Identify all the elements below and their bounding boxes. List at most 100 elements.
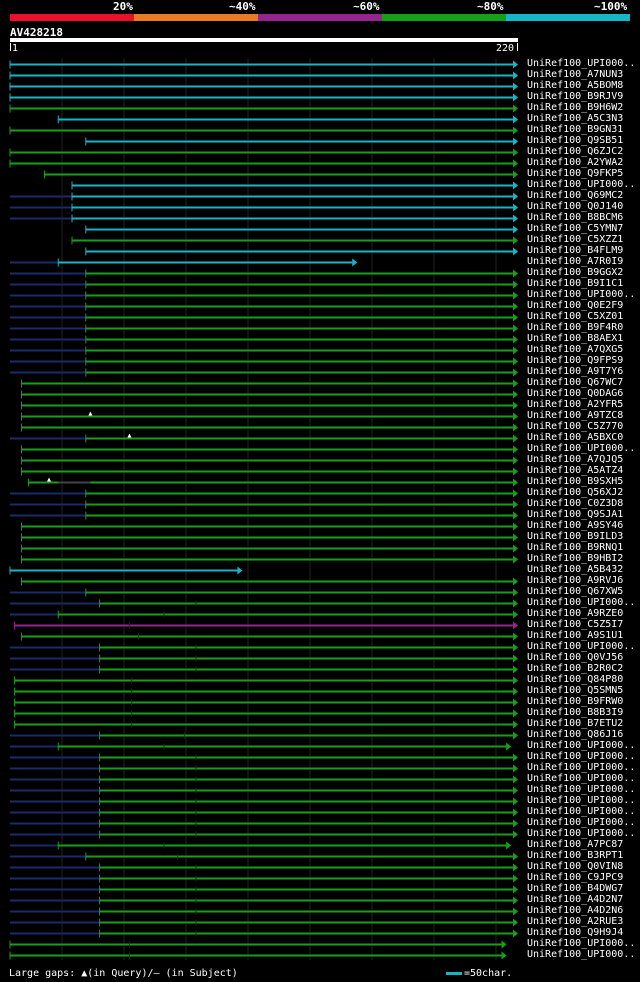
- hit-label[interactable]: UniRef100_A5ATZ4: [527, 465, 624, 476]
- hit-end-arrow: [513, 456, 518, 465]
- hit-label[interactable]: UniRef100_A2YWA2: [527, 157, 624, 168]
- hit-label[interactable]: UniRef100_Q67XW5: [527, 586, 624, 597]
- hit-label[interactable]: UniRef100_Q86J16: [527, 729, 624, 740]
- hit-label[interactable]: UniRef100_UPI000..: [527, 179, 636, 190]
- hit-label[interactable]: UniRef100_Q9FPS9: [527, 355, 624, 366]
- hit-label[interactable]: UniRef100_Q67WC7: [527, 377, 624, 388]
- hit-label[interactable]: UniRef100_B7ETU2: [527, 718, 624, 729]
- hit-label[interactable]: UniRef100_B9I1C1: [527, 278, 624, 289]
- hit-label[interactable]: UniRef100_B9HBI2: [527, 553, 624, 564]
- hit-label[interactable]: UniRef100_Q5SMN5: [527, 685, 624, 696]
- hit-label[interactable]: UniRef100_Q0E2F9: [527, 300, 624, 311]
- hit-end-arrow: [513, 489, 518, 498]
- hit-label[interactable]: UniRef100_B9ILD3: [527, 531, 624, 542]
- hit-label[interactable]: UniRef100_A5B432: [527, 564, 624, 575]
- hit-label[interactable]: UniRef100_Q9SJA1: [527, 509, 624, 520]
- hit-label[interactable]: UniRef100_UPI000..: [527, 58, 636, 69]
- ruler-end-label: 220: [496, 43, 515, 54]
- hit-label[interactable]: UniRef100_B2R0C2: [527, 663, 624, 674]
- hit-label[interactable]: UniRef100_A4D2N7: [527, 894, 624, 905]
- hit-label[interactable]: UniRef100_C5Z5I7: [527, 619, 624, 630]
- hit-end-arrow: [513, 324, 518, 333]
- hit-label[interactable]: UniRef100_A9RVJ6: [527, 575, 624, 586]
- hit-label[interactable]: UniRef100_B9SXH5: [527, 476, 624, 487]
- hit-label[interactable]: UniRef100_C0Z3D8: [527, 498, 624, 509]
- hit-label[interactable]: UniRef100_B9H6W2: [527, 102, 624, 113]
- hit-end-arrow: [513, 93, 518, 102]
- hit-label[interactable]: UniRef100_UPI000..: [527, 938, 636, 949]
- hit-label[interactable]: UniRef100_A7QXG5: [527, 344, 624, 355]
- hit-label[interactable]: UniRef100_A7QJQ5: [527, 454, 624, 465]
- hit-label[interactable]: UniRef100_A7NUN3: [527, 69, 624, 80]
- hit-label[interactable]: UniRef100_UPI000..: [527, 597, 636, 608]
- hit-label[interactable]: UniRef100_C5XZ01: [527, 311, 624, 322]
- hit-label[interactable]: UniRef100_A5BXC0: [527, 432, 624, 443]
- hit-label[interactable]: UniRef100_Q69MC2: [527, 190, 624, 201]
- hit-label[interactable]: UniRef100_A5C3N3: [527, 113, 624, 124]
- hit-label[interactable]: UniRef100_UPI000..: [527, 289, 636, 300]
- hit-label[interactable]: UniRef100_A7PC87: [527, 839, 624, 850]
- hit-end-arrow: [513, 511, 518, 520]
- hit-label[interactable]: UniRef100_UPI000..: [527, 641, 636, 652]
- hit-label[interactable]: UniRef100_UPI000..: [527, 773, 636, 784]
- hit-label[interactable]: UniRef100_C5XZZ1: [527, 234, 624, 245]
- hit-label[interactable]: UniRef100_Q9H9J4: [527, 927, 624, 938]
- hit-end-arrow: [513, 467, 518, 476]
- hit-label[interactable]: UniRef100_B8BCM6: [527, 212, 624, 223]
- hit-label[interactable]: UniRef100_Q9SB51: [527, 135, 624, 146]
- hit-label[interactable]: UniRef100_A4D2N6: [527, 905, 624, 916]
- legend-bar-20: [10, 14, 134, 21]
- hit-label[interactable]: UniRef100_C5Z770: [527, 421, 624, 432]
- hit-label[interactable]: UniRef100_Q0J140: [527, 201, 624, 212]
- hit-label[interactable]: UniRef100_A2YFR5: [527, 399, 624, 410]
- hit-label[interactable]: UniRef100_A9SY46: [527, 520, 624, 531]
- hit-label[interactable]: UniRef100_B8B3I9: [527, 707, 624, 718]
- hit-label[interactable]: UniRef100_UPI000..: [527, 817, 636, 828]
- hit-label[interactable]: UniRef100_C9JPC9: [527, 872, 624, 883]
- hit-label[interactable]: UniRef100_Q9FKP5: [527, 168, 624, 179]
- hit-label[interactable]: UniRef100_Q0VIN8: [527, 861, 624, 872]
- hit-end-arrow: [513, 445, 518, 454]
- hit-label[interactable]: UniRef100_B8AEX1: [527, 333, 624, 344]
- hit-label[interactable]: UniRef100_UPI000..: [527, 740, 636, 751]
- hit-label[interactable]: UniRef100_A9TZC8: [527, 410, 624, 421]
- hit-label[interactable]: UniRef100_UPI000..: [527, 751, 636, 762]
- hit-end-arrow: [513, 577, 518, 586]
- hit-label[interactable]: UniRef100_UPI000..: [527, 443, 636, 454]
- hit-label[interactable]: UniRef100_A9T7Y6: [527, 366, 624, 377]
- hit-label[interactable]: UniRef100_A7R0I9: [527, 256, 624, 267]
- hit-label[interactable]: UniRef100_B9RNQ1: [527, 542, 624, 553]
- hit-label[interactable]: UniRef100_Q0VJ56: [527, 652, 624, 663]
- hit-end-arrow: [513, 819, 518, 828]
- hit-label[interactable]: UniRef100_Q56XJ2: [527, 487, 624, 498]
- hit-label[interactable]: UniRef100_B3RPT1: [527, 850, 624, 861]
- hit-label[interactable]: UniRef100_UPI000..: [527, 784, 636, 795]
- hit-label[interactable]: UniRef100_B9F4R0: [527, 322, 624, 333]
- hit-label[interactable]: UniRef100_A9RZE0: [527, 608, 624, 619]
- hit-label[interactable]: UniRef100_B9FRW0: [527, 696, 624, 707]
- hit-label[interactable]: UniRef100_UPI000..: [527, 795, 636, 806]
- hit-label[interactable]: UniRef100_A9S1U1: [527, 630, 624, 641]
- hit-end-arrow: [513, 214, 518, 223]
- hit-label[interactable]: UniRef100_Q6ZJC2: [527, 146, 624, 157]
- hit-label[interactable]: UniRef100_B4DWG7: [527, 883, 624, 894]
- hit-label[interactable]: UniRef100_A5BOM8: [527, 80, 624, 91]
- hit-label[interactable]: UniRef100_B4FLM9: [527, 245, 624, 256]
- hit-end-arrow: [513, 830, 518, 839]
- hit-label[interactable]: UniRef100_B9GGX2: [527, 267, 624, 278]
- hit-label[interactable]: UniRef100_UPI000..: [527, 828, 636, 839]
- hit-end-arrow: [237, 566, 243, 575]
- hit-label[interactable]: UniRef100_B9RJV9: [527, 91, 624, 102]
- legend-label-20: 20%: [113, 0, 133, 13]
- hit-label[interactable]: UniRef100_UPI000..: [527, 949, 636, 960]
- hit-label[interactable]: UniRef100_Q84P80: [527, 674, 624, 685]
- hit-label[interactable]: UniRef100_UPI000..: [527, 806, 636, 817]
- hit-label[interactable]: UniRef100_Q0DAG6: [527, 388, 624, 399]
- hit-label[interactable]: UniRef100_B9GN31: [527, 124, 624, 135]
- hit-label[interactable]: UniRef100_UPI000..: [527, 762, 636, 773]
- hit-label[interactable]: UniRef100_C5YMN7: [527, 223, 624, 234]
- hit-end-arrow: [513, 302, 518, 311]
- legend-label-40: ~40%: [229, 0, 256, 13]
- hit-label[interactable]: UniRef100_A2RUE3: [527, 916, 624, 927]
- hit-end-arrow: [506, 841, 512, 850]
